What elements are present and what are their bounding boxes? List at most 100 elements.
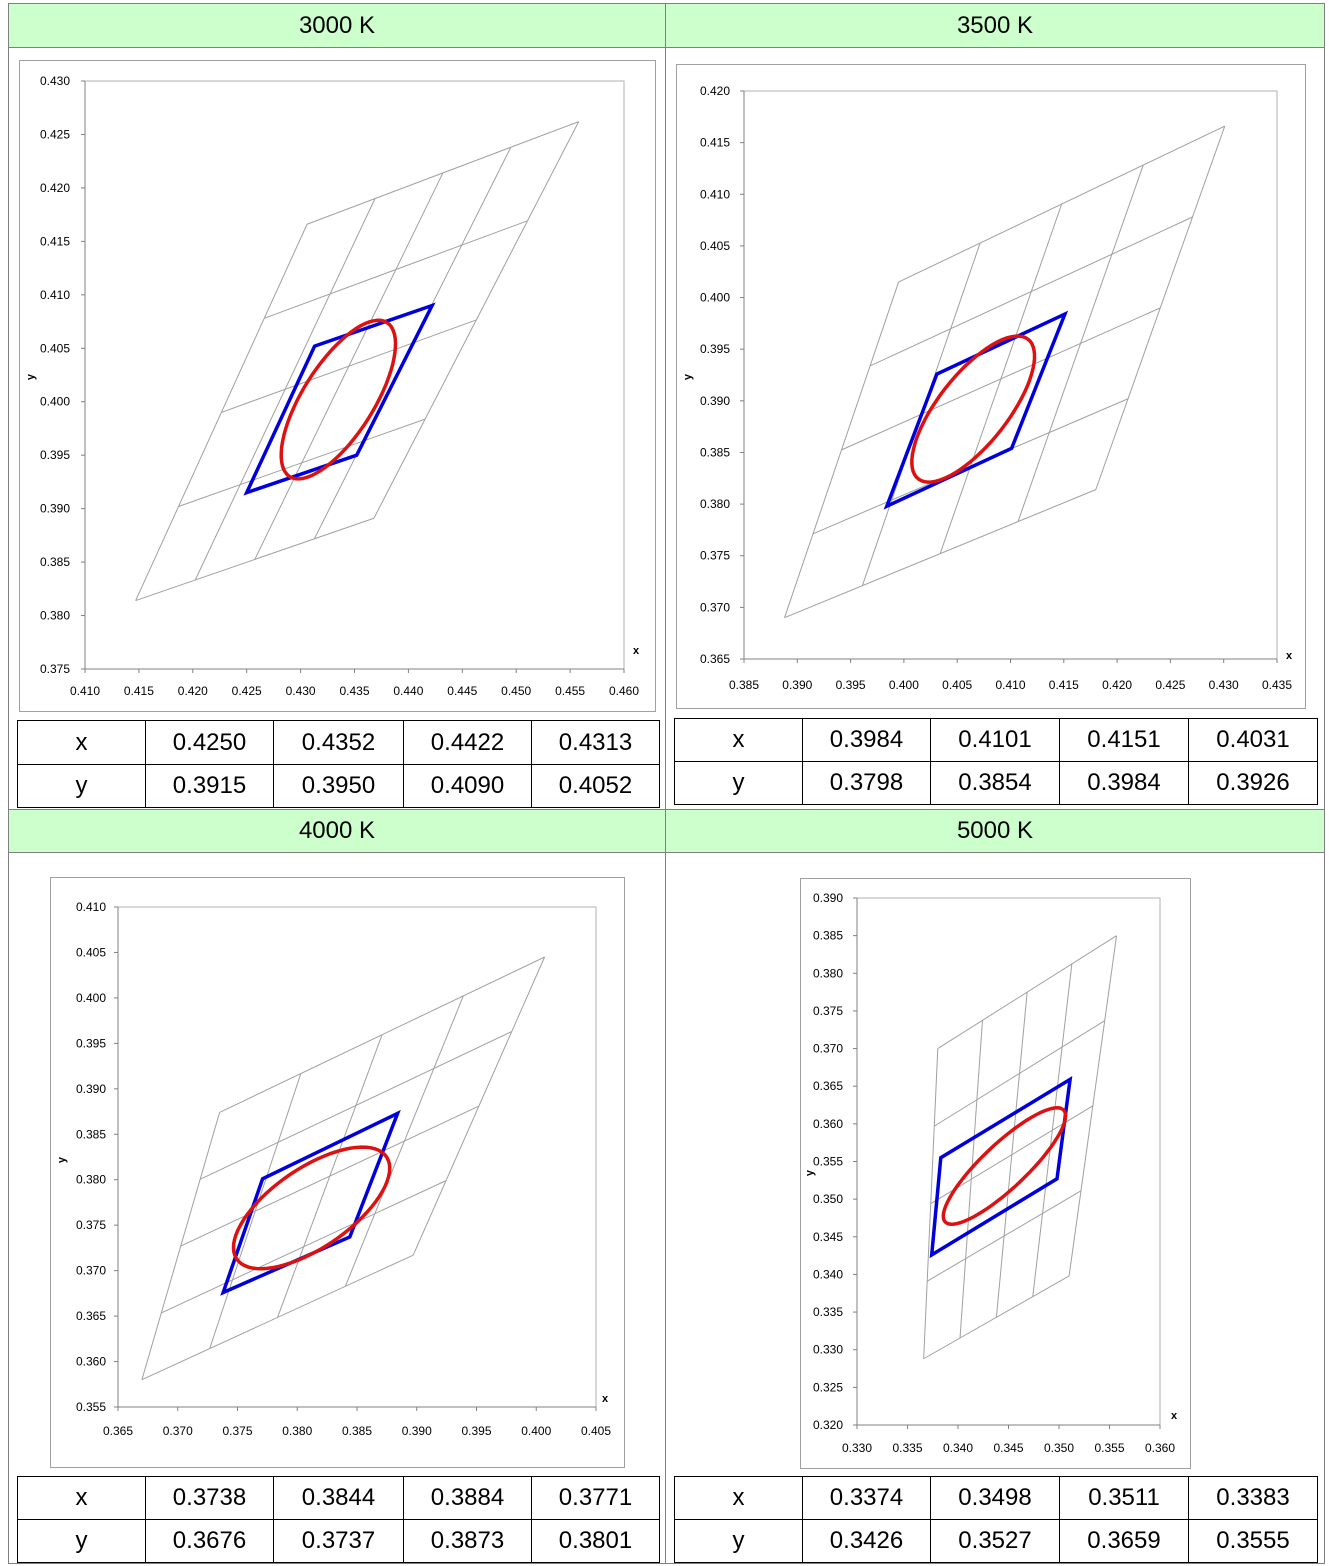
table-cell: 0.3801	[531, 1519, 660, 1563]
y-tick-label: 0.380	[700, 497, 730, 511]
y-tick-label: 0.400	[700, 291, 730, 305]
panel-title-3500k: 3500 K	[666, 4, 1324, 48]
table-cell: 0.3374	[802, 1476, 931, 1520]
y-tick-label: 0.420	[40, 181, 70, 195]
grid-line-diagonal	[1032, 963, 1073, 1297]
table-cell: 0.3527	[930, 1519, 1060, 1563]
x-tick-label: 0.385	[729, 678, 759, 692]
row-label-x: x	[674, 1476, 803, 1520]
x-tick-label: 0.415	[124, 684, 154, 698]
table-cell: 0.4151	[1059, 718, 1189, 762]
table-row: y 0.3676 0.3737 0.3873 0.3801	[17, 1519, 660, 1563]
values-table-5000k: x 0.3374 0.3498 0.3511 0.3383 y 0.3426 0…	[674, 1476, 1318, 1563]
table-row: y 0.3798 0.3854 0.3984 0.3926	[674, 761, 1318, 805]
grid-line-isotemperature	[869, 216, 1193, 367]
table-cell: 0.4250	[145, 720, 274, 765]
table-cell: 0.3915	[145, 764, 274, 808]
y-tick-label: 0.395	[40, 448, 70, 462]
x-tick-label: 0.405	[581, 1424, 611, 1438]
chart-svg: 0.375 0.380 0.385 0.390 0.395 0.400 0.405 0.410…	[25, 74, 640, 698]
grid-line-diagonal	[1068, 935, 1118, 1277]
plot-area	[84, 80, 625, 670]
x-tick-label: 0.405	[942, 678, 972, 692]
y-tick-label: 0.405	[40, 341, 70, 355]
y-tick-label: 0.330	[813, 1343, 843, 1357]
grid-line-isotemperature	[141, 1254, 414, 1381]
y-tick-label: 0.385	[813, 929, 843, 943]
table-cell: 0.3798	[802, 761, 931, 805]
x-axis-label: x	[1171, 1410, 1178, 1422]
grid-line-isotemperature	[841, 307, 1161, 451]
table-cell: 0.3950	[273, 764, 404, 808]
x-axis-label: x	[1286, 650, 1293, 662]
y-tick-label: 0.380	[813, 966, 843, 980]
row-label-y: y	[17, 764, 146, 808]
y-tick-label: 0.370	[813, 1042, 843, 1056]
table-cell: 0.4031	[1188, 718, 1318, 762]
x-tick-label: 0.335	[892, 1441, 922, 1455]
y-tick-label: 0.375	[76, 1218, 106, 1232]
y-tick-label: 0.380	[40, 609, 70, 623]
grid-line-isotemperature	[221, 319, 477, 413]
x-tick-label: 0.415	[1049, 678, 1079, 692]
table-cell: 0.3498	[930, 1476, 1060, 1520]
x-tick-label: 0.455	[555, 684, 585, 698]
grid-line-diagonal	[923, 1048, 939, 1359]
x-tick-label: 0.410	[995, 678, 1025, 692]
y-tick-label: 0.385	[40, 555, 70, 569]
chart-svg: 0.320 0.325 0.330 0.335 0.340 0.345 0.350 0.355…	[804, 891, 1178, 1455]
grid-line-diagonal	[412, 956, 546, 1256]
grid-line-isotemperature	[135, 517, 375, 602]
x-tick-label: 0.430	[286, 684, 316, 698]
row-label-x: x	[17, 720, 146, 765]
y-tick-label: 0.390	[700, 394, 730, 408]
grid-line-isotemperature	[306, 121, 579, 225]
table-cell: 0.4422	[403, 720, 532, 765]
quadrangle-boundary	[243, 302, 436, 496]
table-cell: 0.4052	[531, 764, 660, 808]
table-row: x 0.3374 0.3498 0.3511 0.3383	[674, 1476, 1318, 1520]
macadam-ellipse	[231, 1145, 392, 1271]
x-tick-label: 0.375	[222, 1424, 252, 1438]
x-tick-label: 0.425	[1155, 678, 1185, 692]
y-tick-label: 0.410	[40, 288, 70, 302]
values-table-3000k: x 0.4250 0.4352 0.4422 0.4313 y 0.3915 0…	[17, 720, 660, 808]
x-tick-label: 0.345	[993, 1441, 1023, 1455]
y-tick-label: 0.355	[813, 1155, 843, 1169]
table-cell: 0.3555	[1188, 1519, 1318, 1563]
x-tick-label: 0.425	[232, 684, 262, 698]
x-tick-label: 0.395	[461, 1424, 491, 1438]
y-tick-label: 0.350	[813, 1192, 843, 1206]
row-label-y: y	[674, 761, 803, 805]
macadam-ellipse	[910, 334, 1037, 484]
x-axis-label: x	[602, 1393, 609, 1405]
x-tick-label: 0.365	[103, 1424, 133, 1438]
x-tick-label: 0.380	[282, 1424, 312, 1438]
y-tick-label: 0.385	[700, 445, 730, 459]
x-tick-label: 0.420	[1102, 678, 1132, 692]
quadrangle-boundary	[883, 310, 1069, 510]
chart-svg: 0.365 0.370 0.375 0.380 0.385 0.390 0.395 0.400…	[682, 84, 1293, 692]
y-axis-label: y	[804, 1169, 816, 1176]
grid-line-isotemperature	[937, 935, 1117, 1049]
y-tick-label: 0.380	[76, 1173, 106, 1187]
y-tick-label: 0.360	[813, 1117, 843, 1131]
y-tick-label: 0.415	[40, 234, 70, 248]
panel-title-5000k: 5000 K	[666, 809, 1324, 853]
values-table-3500k: x 0.3984 0.4101 0.4151 0.4031 y 0.3798 0…	[674, 718, 1318, 805]
y-tick-label: 0.430	[40, 74, 70, 88]
grid-line-isotemperature	[898, 125, 1225, 283]
grid-line-isotemperature	[219, 956, 545, 1113]
table-cell: 0.3854	[930, 761, 1060, 805]
x-tick-label: 0.395	[836, 678, 866, 692]
y-tick-label: 0.410	[76, 900, 106, 914]
y-tick-label: 0.425	[40, 127, 70, 141]
y-tick-label: 0.340	[813, 1267, 843, 1281]
y-tick-label: 0.390	[76, 1082, 106, 1096]
table-cell: 0.3676	[145, 1519, 274, 1563]
macadam-ellipse	[941, 1106, 1068, 1226]
panel-title-3000k: 3000 K	[9, 4, 665, 48]
table-cell: 0.4352	[273, 720, 404, 765]
x-tick-label: 0.350	[1044, 1441, 1074, 1455]
y-tick-label: 0.365	[700, 652, 730, 666]
